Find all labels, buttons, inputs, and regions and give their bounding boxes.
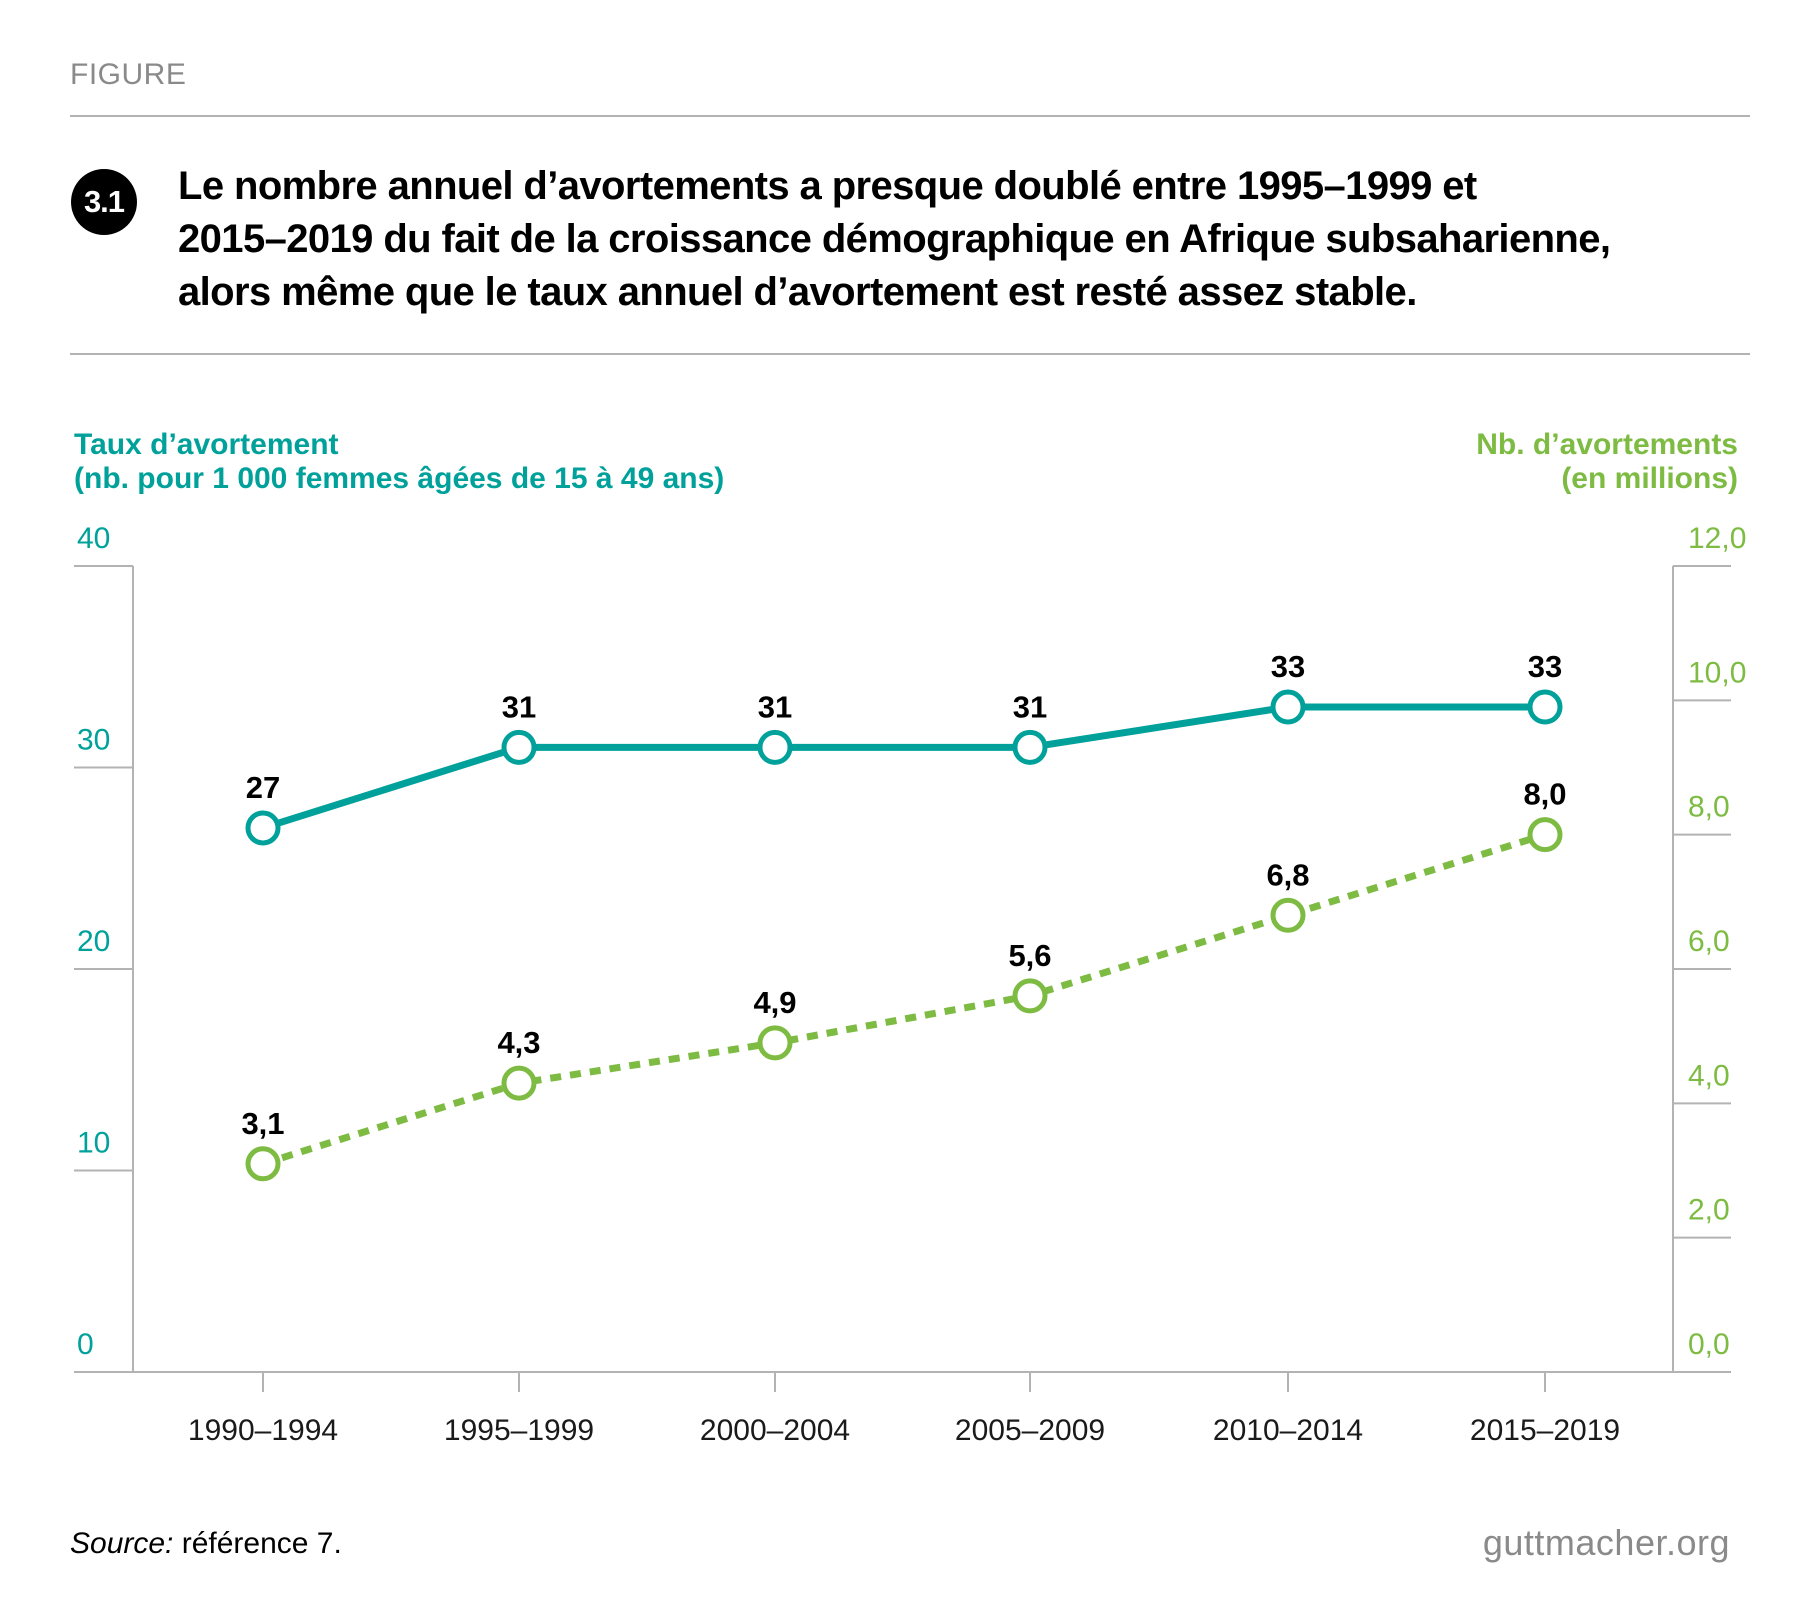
title-line: 2015–2019 du fait de la croissance démog… (178, 217, 1611, 261)
brand-link[interactable]: guttmacher.org (1482, 1522, 1730, 1563)
x-tick-label: 1995–1999 (444, 1414, 594, 1447)
count-series-line (261, 831, 1547, 1168)
top-divider (70, 115, 1750, 117)
right-axis-title-line: (en millions) (1561, 462, 1738, 495)
rate-point (1012, 729, 1048, 765)
left-tick-label: 10 (77, 1127, 110, 1160)
x-tick-label: 2000–2004 (700, 1414, 850, 1447)
axes-layer: 0 10 20 30 40 0,0 2,0 4,0 6,0 8,0 10,0 12,0 1990–199… (74, 522, 1746, 1447)
title-divider (70, 353, 1750, 355)
left-axis-title-line: (nb. pour 1 000 femmes âgées de 15 à 49 … (74, 462, 725, 495)
count-point (501, 1065, 537, 1101)
count-point (245, 1146, 281, 1182)
source-text: référence 7. (173, 1527, 342, 1560)
right-axis-title-line: Nb. d’avortements (1476, 428, 1738, 461)
left-tick-label: 40 (77, 522, 110, 555)
count-data-label: 8,0 (1523, 777, 1566, 812)
right-axis-title: Nb. d’avortements (en millions) (1476, 428, 1738, 496)
count-point (757, 1025, 793, 1061)
x-tick-label: 2015–2019 (1470, 1414, 1620, 1447)
rate-point (501, 729, 537, 765)
rate-data-label: 33 (1528, 649, 1562, 684)
left-axis-title-line: Taux d’avortement (74, 428, 339, 461)
rate-point (757, 729, 793, 765)
figure-number-badge: 3.1 (71, 169, 137, 235)
right-tick-label: 6,0 (1688, 925, 1730, 958)
rate-data-label: 27 (246, 770, 280, 805)
rate-data-label: 31 (758, 689, 792, 724)
rate-data-label: 33 (1271, 649, 1305, 684)
count-point (1527, 817, 1563, 853)
count-point (1012, 978, 1048, 1014)
x-tick-label: 1990–1994 (188, 1414, 338, 1447)
count-data-label: 4,3 (497, 1025, 540, 1060)
x-tick-label: 2005–2009 (955, 1414, 1105, 1447)
title-line: alors même que le taux annuel d’avorteme… (178, 270, 1417, 314)
labels-layer: 27 31 31 31 33 33 3,1 4,3 4,9 5,6 6,8 8,0 (241, 649, 1566, 1141)
source-note: Source: référence 7. (70, 1527, 342, 1561)
title-line: Le nombre annuel d’avortements a presque… (178, 164, 1477, 208)
right-tick-label: 0,0 (1688, 1328, 1730, 1361)
x-tick-label: 2010–2014 (1213, 1414, 1363, 1447)
count-point (1270, 897, 1306, 933)
right-tick-label: 10,0 (1688, 656, 1746, 689)
right-tick-label: 2,0 (1688, 1194, 1730, 1227)
right-tick-label: 4,0 (1688, 1059, 1730, 1092)
count-data-label: 5,6 (1008, 938, 1051, 973)
rate-point (1527, 689, 1563, 725)
source-label: Source: (70, 1527, 174, 1560)
count-data-label: 6,8 (1266, 857, 1309, 892)
rate-series-line (261, 703, 1545, 832)
left-tick-label: 0 (77, 1328, 94, 1361)
left-tick-label: 30 (77, 724, 110, 757)
left-axis-title: Taux d’avortement (nb. pour 1 000 femmes… (74, 428, 724, 496)
figure-label: FIGURE (70, 58, 187, 91)
rate-data-label: 31 (502, 689, 536, 724)
marks-layer (245, 689, 1563, 1182)
left-tick-label: 20 (77, 925, 110, 958)
count-data-label: 3,1 (241, 1106, 284, 1141)
rate-point (245, 810, 281, 846)
figure-title: Le nombre annuel d’avortements a presque… (178, 160, 1758, 319)
lines-layer (261, 703, 1547, 1168)
count-data-label: 4,9 (753, 985, 796, 1020)
right-tick-label: 12,0 (1688, 522, 1746, 555)
rate-data-label: 31 (1013, 689, 1047, 724)
right-tick-label: 8,0 (1688, 791, 1730, 824)
rate-point (1270, 689, 1306, 725)
